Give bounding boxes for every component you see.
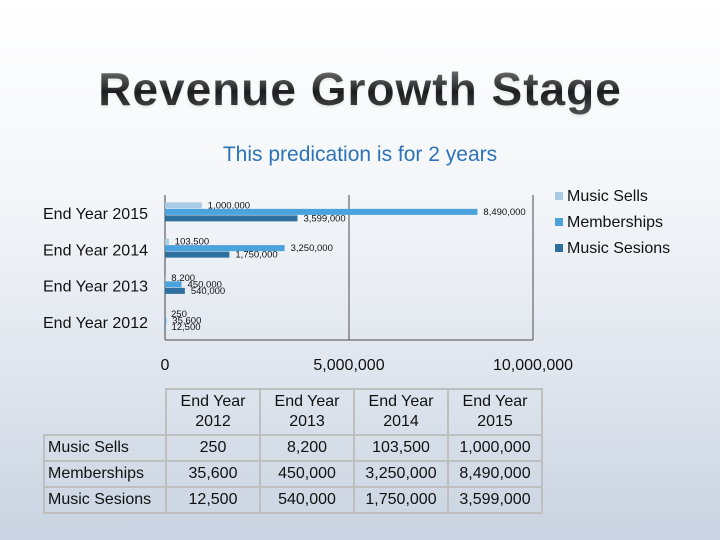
y-category-label: End Year 2014 [43, 242, 148, 259]
table-row-label: Music Sells [43, 434, 167, 462]
revenue-bar-chart: 0 5,000,000 10,000,000 End Year 2012 25035,6… [43, 188, 670, 374]
table-header-row: End Year 2012 End Year 2013 End Year 201… [44, 388, 543, 436]
table-cell: 540,000 [259, 486, 355, 514]
table-row: Music Sesions 12,500 540,000 1,750,000 3… [43, 486, 543, 514]
table-header-cell: End Year 2012 [165, 388, 261, 436]
y-category-label: End Year 2013 [43, 279, 148, 296]
table-cell: 8,490,000 [447, 460, 543, 488]
data-label: 103,500 [175, 237, 209, 248]
data-label: 3,599,000 [303, 213, 345, 224]
data-label: 35,600 [172, 316, 201, 327]
x-tick-label: 10,000,000 [493, 357, 573, 374]
bar [165, 317, 167, 324]
table-cell: 12,500 [165, 486, 261, 514]
data-label: 450,000 [188, 279, 222, 290]
table-cell: 3,599,000 [447, 486, 543, 514]
bar [165, 287, 185, 294]
bar [165, 215, 298, 222]
bar [165, 238, 169, 245]
legend-label: Memberships [567, 214, 663, 231]
bar [165, 202, 202, 209]
table-cell: 1,000,000 [447, 434, 543, 462]
x-tick-label: 5,000,000 [313, 357, 384, 374]
y-category-label: End Year 2012 [43, 315, 148, 332]
table-row: Music Sells 250 8,200 103,500 1,000,000 [43, 434, 543, 462]
x-tick-label: 0 [161, 357, 170, 374]
bar [165, 281, 182, 288]
legend-swatch [555, 244, 563, 252]
data-label: 1,000,000 [208, 200, 250, 211]
table-header-cell: End Year 2014 [353, 388, 449, 436]
table-cell: 1,750,000 [353, 486, 449, 514]
data-label: 12,500 [171, 322, 200, 333]
bar [165, 208, 478, 215]
data-label: 8,200 [171, 273, 195, 284]
table-cell: 450,000 [259, 460, 355, 488]
data-label: 250 [171, 309, 187, 320]
table-row: Memberships 35,600 450,000 3,250,000 8,4… [43, 460, 543, 488]
table-cell: 35,600 [165, 460, 261, 488]
table-header-cell: End Year 2015 [447, 388, 543, 436]
bar [165, 245, 285, 252]
data-label: 540,000 [191, 286, 225, 297]
slide-subtitle: This predication is for 2 years [222, 143, 498, 166]
legend-swatch [555, 218, 563, 226]
data-label: 8,490,000 [483, 207, 525, 218]
data-label: 1,750,000 [235, 250, 277, 261]
table-cell: 3,250,000 [353, 460, 449, 488]
y-category-label: End Year 2015 [43, 206, 148, 223]
table-cell: 8,200 [259, 434, 355, 462]
table-header-cell: End Year 2013 [259, 388, 355, 436]
table-cell: 250 [165, 434, 261, 462]
table-row-label: Memberships [43, 460, 167, 488]
table-cell: 103,500 [353, 434, 449, 462]
bar [165, 251, 230, 258]
legend-label: Music Sells [567, 188, 648, 205]
table-row-label: Music Sesions [43, 486, 167, 514]
revenue-data-table: End Year 2012 End Year 2013 End Year 201… [43, 388, 543, 514]
legend-label: Music Sesions [567, 240, 670, 257]
table-corner-cell [44, 389, 167, 436]
legend-swatch [555, 192, 563, 200]
data-label: 3,250,000 [291, 243, 333, 254]
slide-title: Revenue Growth Stage [0, 62, 720, 116]
